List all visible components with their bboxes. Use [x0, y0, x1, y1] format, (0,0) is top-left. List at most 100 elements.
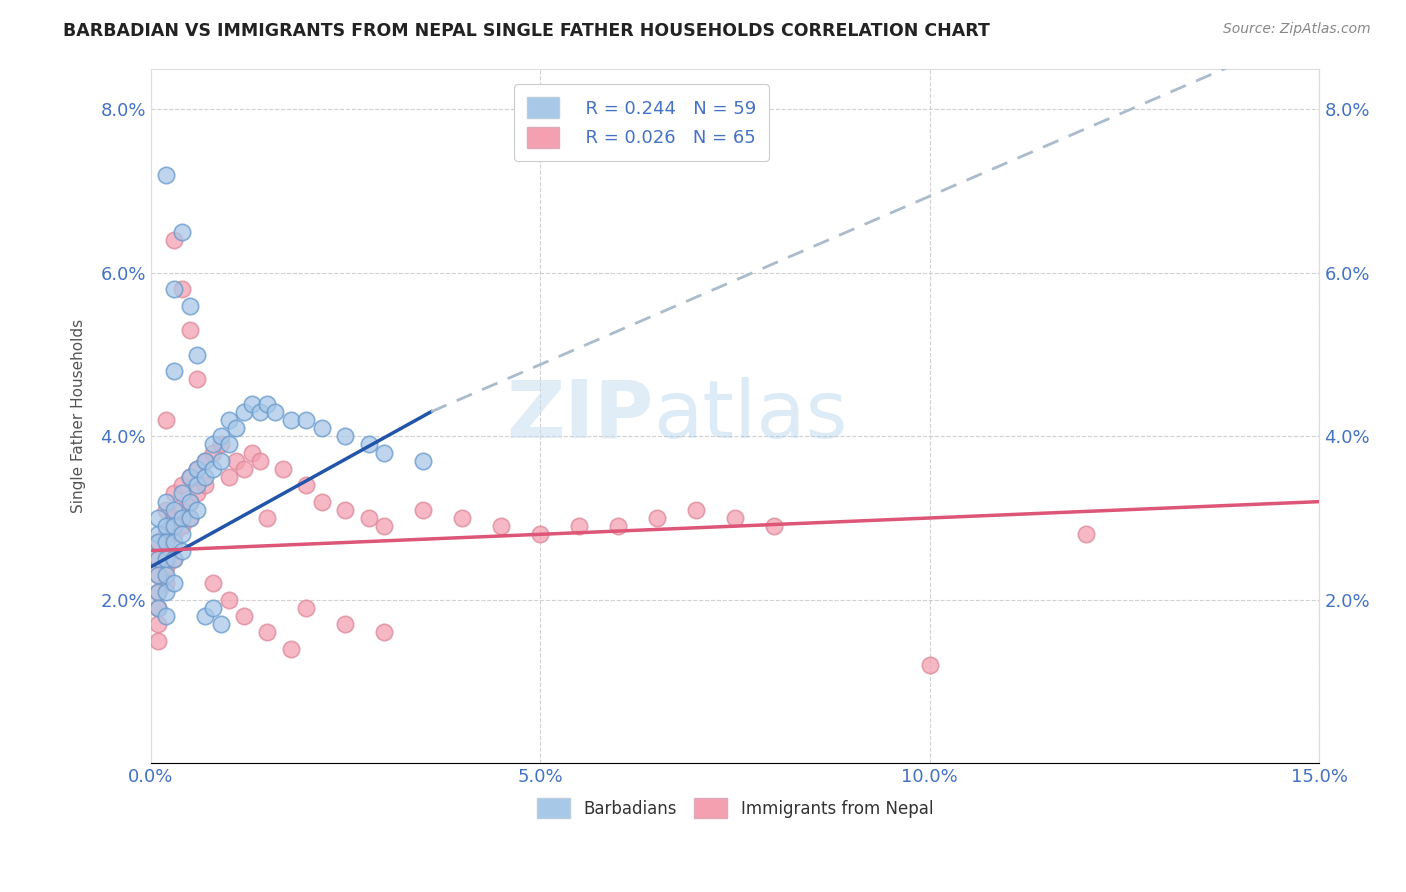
Point	[233, 405, 256, 419]
Point	[295, 413, 318, 427]
Point	[163, 551, 186, 566]
Point	[201, 462, 224, 476]
Point	[170, 503, 193, 517]
Point	[280, 413, 302, 427]
Point	[170, 511, 193, 525]
Point	[256, 625, 278, 640]
Point	[186, 486, 208, 500]
Point	[249, 454, 271, 468]
Point	[918, 658, 941, 673]
Point	[148, 551, 170, 566]
Point	[163, 551, 186, 566]
Point	[179, 511, 201, 525]
Point	[155, 584, 177, 599]
Point	[209, 429, 232, 443]
Point	[491, 519, 513, 533]
Point	[271, 462, 294, 476]
Point	[194, 478, 217, 492]
Point	[194, 454, 217, 468]
Point	[311, 421, 333, 435]
Point	[163, 486, 186, 500]
Point	[373, 519, 395, 533]
Point	[163, 503, 186, 517]
Point	[163, 282, 186, 296]
Point	[179, 494, 201, 508]
Point	[412, 503, 434, 517]
Point	[240, 445, 263, 459]
Point	[155, 168, 177, 182]
Point	[148, 568, 170, 582]
Point	[218, 592, 240, 607]
Text: BARBADIAN VS IMMIGRANTS FROM NEPAL SINGLE FATHER HOUSEHOLDS CORRELATION CHART: BARBADIAN VS IMMIGRANTS FROM NEPAL SINGL…	[63, 22, 990, 40]
Legend: Barbadians, Immigrants from Nepal: Barbadians, Immigrants from Nepal	[530, 792, 939, 824]
Point	[155, 494, 177, 508]
Point	[155, 576, 177, 591]
Point	[201, 600, 224, 615]
Point	[163, 364, 186, 378]
Point	[256, 511, 278, 525]
Point	[179, 494, 201, 508]
Point	[155, 527, 177, 541]
Point	[148, 633, 170, 648]
Point	[357, 437, 380, 451]
Point	[155, 551, 177, 566]
Point	[155, 519, 177, 533]
Point	[155, 503, 177, 517]
Point	[201, 576, 224, 591]
Point	[607, 519, 630, 533]
Point	[685, 503, 707, 517]
Point	[373, 445, 395, 459]
Point	[194, 454, 217, 468]
Point	[194, 609, 217, 624]
Point	[186, 347, 208, 361]
Point	[179, 323, 201, 337]
Point	[148, 568, 170, 582]
Point	[179, 470, 201, 484]
Point	[170, 225, 193, 239]
Point	[170, 527, 193, 541]
Text: Source: ZipAtlas.com: Source: ZipAtlas.com	[1223, 22, 1371, 37]
Point	[148, 600, 170, 615]
Point	[179, 511, 201, 525]
Point	[335, 617, 357, 632]
Point	[218, 413, 240, 427]
Point	[335, 429, 357, 443]
Point	[311, 494, 333, 508]
Point	[170, 486, 193, 500]
Point	[148, 511, 170, 525]
Point	[186, 372, 208, 386]
Point	[148, 584, 170, 599]
Text: ZIP: ZIP	[506, 376, 654, 455]
Point	[148, 617, 170, 632]
Text: atlas: atlas	[654, 376, 848, 455]
Point	[373, 625, 395, 640]
Point	[186, 462, 208, 476]
Point	[335, 503, 357, 517]
Point	[295, 478, 318, 492]
Point	[233, 462, 256, 476]
Point	[148, 535, 170, 549]
Point	[179, 298, 201, 312]
Point	[240, 396, 263, 410]
Point	[155, 609, 177, 624]
Point	[645, 511, 668, 525]
Point	[163, 535, 186, 549]
Point	[186, 462, 208, 476]
Point	[163, 519, 186, 533]
Point	[233, 609, 256, 624]
Point	[163, 511, 186, 525]
Point	[209, 437, 232, 451]
Point	[170, 543, 193, 558]
Point	[225, 421, 247, 435]
Y-axis label: Single Father Households: Single Father Households	[72, 318, 86, 513]
Point	[568, 519, 591, 533]
Point	[170, 478, 193, 492]
Point	[249, 405, 271, 419]
Point	[264, 405, 287, 419]
Point	[179, 470, 201, 484]
Point	[186, 478, 208, 492]
Point	[225, 454, 247, 468]
Point	[201, 445, 224, 459]
Point	[163, 527, 186, 541]
Point	[451, 511, 474, 525]
